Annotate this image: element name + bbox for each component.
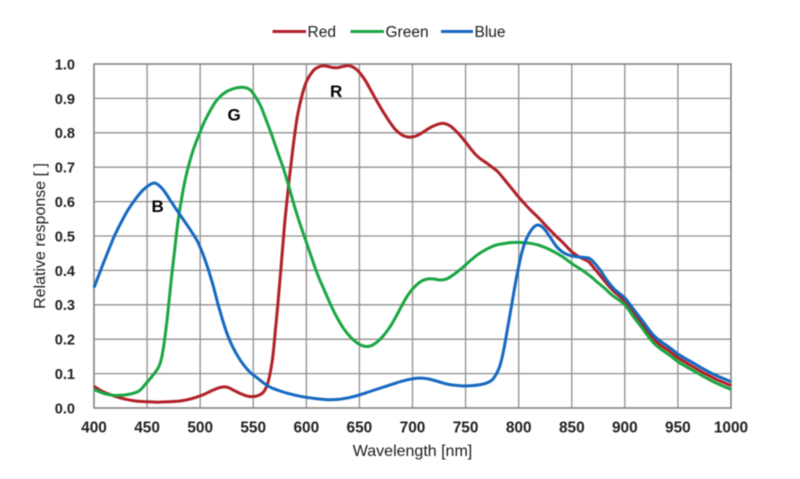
- svg-text:450: 450: [134, 419, 160, 436]
- svg-text:Red: Red: [308, 24, 336, 41]
- svg-text:800: 800: [506, 419, 532, 436]
- svg-text:500: 500: [187, 419, 213, 436]
- svg-text:0.8: 0.8: [55, 126, 75, 142]
- svg-text:400: 400: [81, 419, 107, 436]
- svg-text:G: G: [228, 106, 241, 125]
- svg-text:550: 550: [240, 419, 266, 436]
- svg-text:0.6: 0.6: [55, 195, 75, 211]
- svg-text:0.3: 0.3: [55, 298, 75, 314]
- svg-text:Green: Green: [386, 24, 429, 41]
- svg-text:0.9: 0.9: [55, 92, 75, 108]
- svg-text:0.2: 0.2: [55, 333, 75, 349]
- svg-text:0.0: 0.0: [55, 401, 75, 417]
- svg-text:0.4: 0.4: [55, 264, 76, 280]
- svg-text:750: 750: [453, 419, 479, 436]
- svg-text:900: 900: [612, 419, 638, 436]
- svg-text:Blue: Blue: [475, 24, 506, 41]
- svg-text:650: 650: [347, 419, 373, 436]
- svg-text:Relative response [ ]: Relative response [ ]: [32, 163, 49, 309]
- svg-text:1000: 1000: [714, 419, 748, 436]
- svg-text:B: B: [152, 197, 164, 216]
- svg-text:850: 850: [559, 419, 585, 436]
- svg-text:0.5: 0.5: [55, 229, 75, 245]
- svg-text:950: 950: [665, 419, 691, 436]
- svg-text:600: 600: [293, 419, 319, 436]
- svg-text:R: R: [330, 82, 342, 101]
- svg-text:0.1: 0.1: [55, 367, 75, 383]
- svg-text:1.0: 1.0: [55, 57, 75, 73]
- svg-text:0.7: 0.7: [55, 161, 75, 177]
- svg-text:Wavelength [nm]: Wavelength [nm]: [353, 443, 472, 460]
- svg-text:700: 700: [400, 419, 426, 436]
